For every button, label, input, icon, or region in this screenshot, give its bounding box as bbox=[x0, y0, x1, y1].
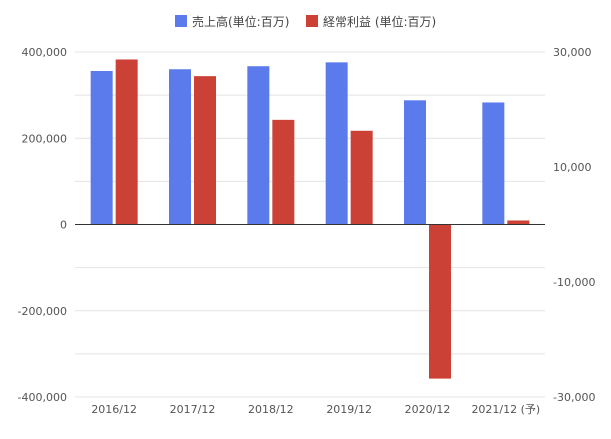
bar-sales bbox=[90, 70, 113, 225]
left-y-tick-label: -200,000 bbox=[18, 305, 67, 318]
legend-swatch bbox=[306, 15, 318, 27]
right-y-tick-label: 10,000 bbox=[553, 161, 592, 174]
legend-label: 経常利益 (単位:百万) bbox=[323, 14, 436, 29]
grid-lines bbox=[75, 51, 545, 398]
right-y-tick-label: -10,000 bbox=[553, 276, 595, 289]
bar-ordinary-profit bbox=[272, 119, 295, 225]
axes: 2016/12 2017/12 2018/12 2019/12 2020/12 2021/… bbox=[18, 46, 596, 416]
left-y-tick-label: 400,000 bbox=[22, 46, 68, 59]
bar-ordinary-profit bbox=[350, 130, 373, 225]
right-y-tick-label: 30,000 bbox=[553, 46, 592, 59]
bars bbox=[90, 59, 530, 379]
x-tick-label: 2016/12 bbox=[91, 403, 137, 416]
x-tick-label: 2021/12 (予) bbox=[471, 403, 540, 416]
bar-sales bbox=[325, 62, 348, 225]
x-tick-label: 2018/12 bbox=[248, 403, 294, 416]
x-tick-label: 2017/12 bbox=[170, 403, 216, 416]
left-y-tick-label: 200,000 bbox=[22, 132, 68, 145]
x-tick-label: 2020/12 bbox=[405, 403, 451, 416]
right-y-tick-label: -30,000 bbox=[553, 391, 595, 404]
bar-ordinary-profit bbox=[194, 76, 216, 225]
bar-ordinary-profit bbox=[429, 224, 451, 379]
bar-sales bbox=[404, 100, 426, 225]
left-y-tick-label: 0 bbox=[60, 219, 67, 232]
legend-swatch bbox=[175, 15, 187, 27]
x-tick-label: 2019/12 bbox=[326, 403, 372, 416]
bar-sales bbox=[169, 69, 191, 225]
legend: 売上高(単位:百万) 経常利益 (単位:百万) bbox=[175, 14, 436, 29]
bar-ordinary-profit bbox=[115, 59, 138, 225]
left-y-tick-label: -400,000 bbox=[18, 391, 67, 404]
bar-sales bbox=[482, 102, 505, 225]
legend-label: 売上高(単位:百万) bbox=[192, 14, 289, 29]
bar-sales bbox=[247, 66, 270, 225]
bar-ordinary-profit bbox=[507, 220, 530, 225]
